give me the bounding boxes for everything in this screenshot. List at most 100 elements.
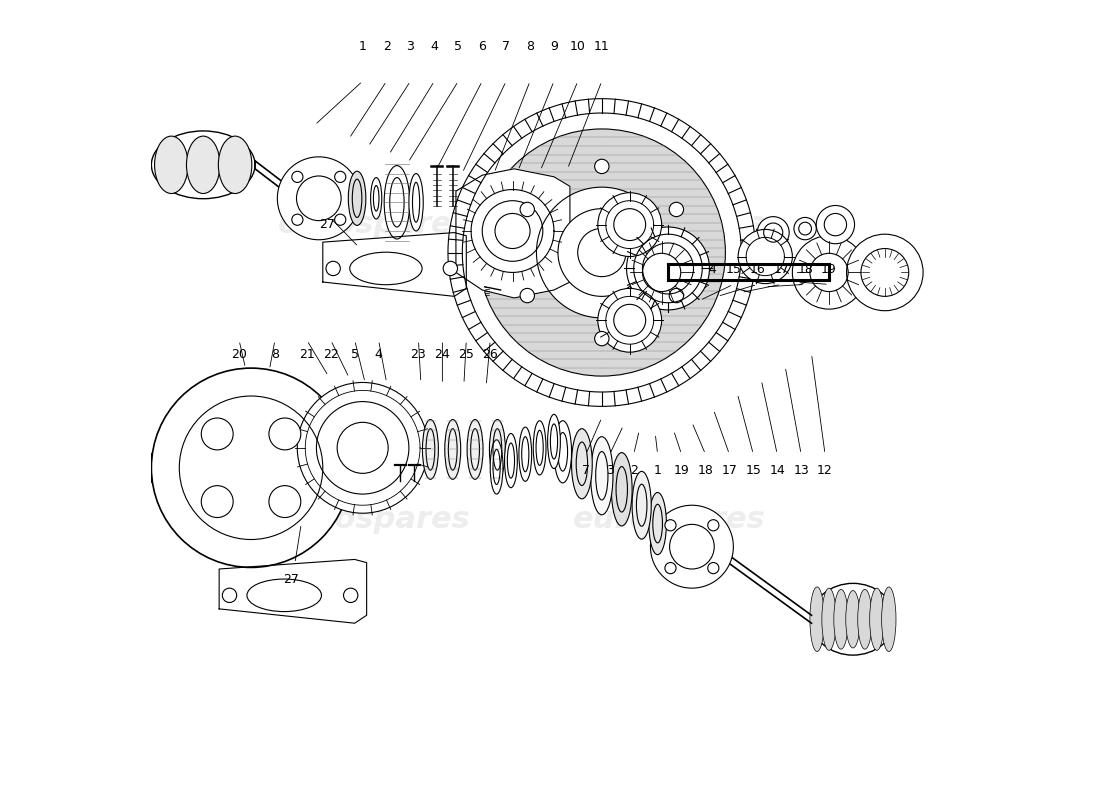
Text: 17: 17	[773, 263, 789, 277]
Text: 15: 15	[725, 263, 741, 277]
Ellipse shape	[572, 429, 592, 499]
Circle shape	[595, 159, 609, 174]
Text: 22: 22	[323, 348, 339, 361]
Circle shape	[292, 171, 302, 182]
Text: 4: 4	[375, 348, 383, 361]
Circle shape	[792, 236, 866, 309]
Circle shape	[152, 368, 351, 567]
Circle shape	[537, 187, 668, 318]
Ellipse shape	[534, 421, 546, 475]
Ellipse shape	[349, 171, 366, 226]
Text: 7: 7	[582, 464, 590, 477]
Text: 24: 24	[434, 348, 450, 361]
Text: 19: 19	[673, 464, 690, 477]
Ellipse shape	[548, 414, 560, 469]
Circle shape	[222, 588, 236, 602]
Circle shape	[595, 331, 609, 346]
Circle shape	[597, 193, 661, 257]
Circle shape	[707, 520, 719, 531]
Ellipse shape	[881, 587, 896, 651]
Ellipse shape	[491, 440, 503, 494]
Bar	[152, 454, 351, 482]
Circle shape	[738, 230, 792, 284]
Ellipse shape	[422, 419, 439, 479]
Ellipse shape	[155, 136, 188, 194]
Text: 8: 8	[526, 40, 535, 54]
Text: 13: 13	[678, 263, 693, 277]
Circle shape	[597, 288, 661, 352]
Ellipse shape	[187, 136, 220, 194]
Text: 3: 3	[407, 40, 415, 54]
Ellipse shape	[846, 590, 860, 648]
Ellipse shape	[384, 166, 409, 239]
Circle shape	[664, 562, 676, 574]
Circle shape	[326, 262, 340, 276]
Circle shape	[669, 202, 683, 217]
Circle shape	[650, 506, 734, 588]
Text: 27: 27	[283, 573, 299, 586]
Ellipse shape	[219, 136, 252, 194]
Circle shape	[707, 562, 719, 574]
Ellipse shape	[371, 178, 382, 219]
Text: 1: 1	[653, 464, 661, 477]
Text: 2: 2	[630, 464, 638, 477]
Ellipse shape	[822, 588, 836, 650]
Text: 14: 14	[702, 263, 717, 277]
Ellipse shape	[591, 437, 613, 515]
Text: 15: 15	[746, 464, 761, 477]
Text: 18: 18	[697, 464, 714, 477]
Text: 10: 10	[570, 40, 586, 54]
Text: 3: 3	[606, 464, 614, 477]
Ellipse shape	[468, 419, 483, 479]
Circle shape	[443, 262, 458, 276]
Circle shape	[343, 588, 358, 602]
Circle shape	[816, 206, 855, 244]
Text: eurospares: eurospares	[573, 505, 766, 534]
Ellipse shape	[612, 453, 632, 526]
Ellipse shape	[444, 419, 461, 479]
Text: 11: 11	[594, 40, 609, 54]
Text: 1: 1	[359, 40, 366, 54]
Circle shape	[627, 227, 710, 310]
Circle shape	[297, 382, 428, 514]
Text: 27: 27	[319, 218, 334, 231]
Text: 12: 12	[817, 464, 833, 477]
Text: 8: 8	[271, 348, 279, 361]
Ellipse shape	[505, 434, 517, 488]
Ellipse shape	[409, 174, 424, 231]
Text: 6: 6	[478, 40, 486, 54]
Ellipse shape	[649, 493, 667, 554]
Ellipse shape	[810, 587, 824, 651]
Ellipse shape	[632, 471, 651, 539]
Text: 5: 5	[454, 40, 462, 54]
Circle shape	[268, 418, 300, 450]
Circle shape	[268, 486, 300, 518]
Text: 7: 7	[503, 40, 510, 54]
Ellipse shape	[519, 427, 531, 482]
Circle shape	[664, 520, 676, 531]
Text: 26: 26	[482, 348, 498, 361]
Text: 23: 23	[410, 348, 427, 361]
Circle shape	[520, 288, 535, 302]
Circle shape	[292, 214, 302, 226]
Circle shape	[794, 218, 816, 240]
Ellipse shape	[858, 590, 872, 649]
Polygon shape	[455, 169, 570, 298]
Circle shape	[277, 157, 361, 240]
Text: eurospares: eurospares	[278, 210, 471, 239]
Text: 25: 25	[459, 348, 474, 361]
Circle shape	[478, 129, 725, 376]
Circle shape	[201, 418, 233, 450]
Circle shape	[558, 209, 646, 296]
Ellipse shape	[811, 583, 894, 655]
Text: 14: 14	[769, 464, 785, 477]
Circle shape	[520, 202, 535, 217]
Ellipse shape	[554, 421, 572, 483]
Text: 16: 16	[749, 263, 766, 277]
Circle shape	[757, 217, 789, 249]
Text: 13: 13	[793, 464, 808, 477]
Circle shape	[334, 214, 345, 226]
Text: 2: 2	[383, 40, 390, 54]
Circle shape	[625, 236, 698, 309]
Ellipse shape	[152, 131, 255, 198]
